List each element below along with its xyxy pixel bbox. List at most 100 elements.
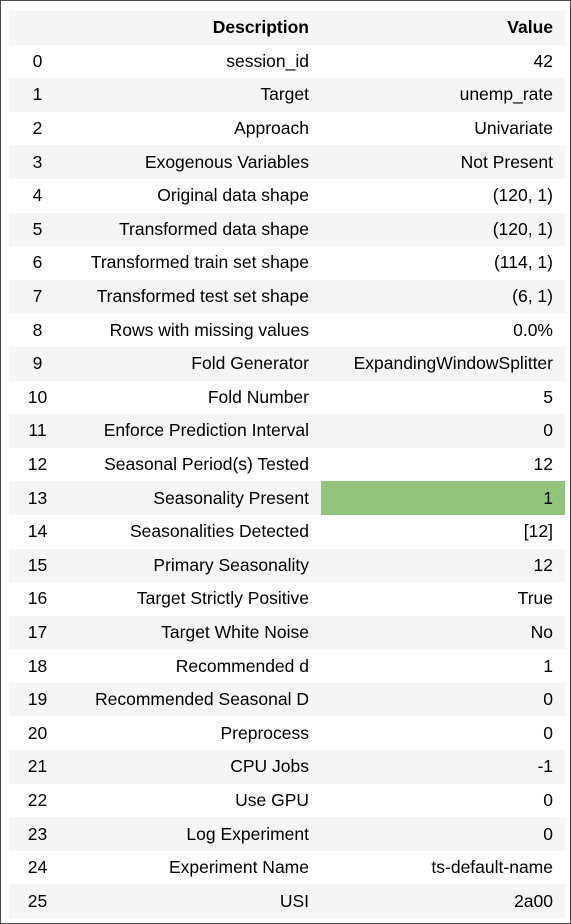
row-index: 13 [27, 487, 48, 508]
row-description: Recommended Seasonal D [94, 689, 309, 710]
table-row: 10 Fold Number 5 [9, 380, 565, 415]
row-description: Approach [234, 118, 309, 139]
row-index: 1 [32, 84, 43, 105]
row-value: -1 [537, 756, 553, 777]
table-row: 14 Seasonalities Detected [12] [9, 514, 565, 549]
row-index: 2 [32, 118, 43, 139]
table-row: 4 Original data shape (120, 1) [9, 178, 565, 213]
row-index: 9 [32, 353, 43, 374]
header-row: Description Value [9, 11, 565, 45]
row-description: Enforce Prediction Interval [103, 420, 309, 441]
row-description: Target White Noise [161, 621, 309, 642]
row-index: 6 [32, 252, 43, 273]
row-value: 2a00 [514, 890, 553, 911]
row-description: session_id [226, 50, 309, 71]
row-value: 0 [543, 722, 553, 743]
table-row: 6 Transformed train set shape (114, 1) [9, 246, 565, 280]
row-description: Transformed test set shape [96, 286, 309, 307]
row-value: 1 [543, 655, 553, 676]
row-index: 0 [32, 50, 43, 71]
table-row: 7 Transformed test set shape (6, 1) [9, 279, 565, 314]
row-value: 0 [543, 823, 553, 844]
row-description: Fold Number [207, 386, 309, 407]
row-description: Use GPU [235, 789, 309, 810]
table-row: 5 Transformed data shape (120, 1) [9, 212, 565, 247]
table-row: 19 Recommended Seasonal D 0 [9, 682, 565, 717]
description-column-header: Description [212, 17, 309, 38]
row-value: 5 [543, 386, 553, 407]
index-column-header [9, 11, 66, 45]
setup-summary-table: Description Value 0 session_id 42 1 Target un… [9, 11, 565, 919]
row-value: unemp_rate [459, 84, 553, 105]
table-row: 25 USI 2a00 [9, 884, 565, 919]
row-value: (6, 1) [512, 286, 553, 307]
row-index: 11 [28, 420, 47, 441]
row-value: 12 [533, 454, 553, 475]
row-value: 42 [533, 50, 553, 71]
row-description: USI [279, 890, 309, 911]
row-description: Fold Generator [191, 353, 309, 374]
row-index: 4 [32, 185, 43, 206]
row-value: 0 [543, 420, 553, 441]
row-index: 23 [27, 823, 48, 844]
table-row: 1 Target unemp_rate [9, 78, 565, 112]
value-column-header: Value [507, 17, 553, 38]
row-value: 0 [543, 689, 553, 710]
row-description: Transformed data shape [118, 218, 309, 239]
row-description: Transformed train set shape [90, 252, 309, 273]
row-value: 1 [321, 481, 565, 515]
table-header: Description Value [9, 11, 565, 45]
table-row: 15 Primary Seasonality 12 [9, 548, 565, 583]
row-description: Target [260, 84, 309, 105]
row-description: Preprocess [220, 722, 309, 743]
row-index: 18 [27, 655, 48, 676]
row-value: [12] [523, 521, 553, 542]
row-value: ts-default-name [431, 857, 553, 878]
row-description: Seasonal Period(s) Tested [104, 454, 309, 475]
row-value: 0.0% [513, 319, 553, 340]
row-description: Exogenous Variables [144, 151, 309, 172]
table-row: 8 Rows with missing values 0.0% [9, 313, 565, 347]
table-row: 2 Approach Univariate [9, 111, 565, 146]
row-value: 12 [533, 554, 553, 575]
row-value: (120, 1) [492, 218, 553, 239]
row-index: 21 [27, 756, 48, 777]
table-body: 0 session_id 42 1 Target unemp_rate 2 Approach U… [9, 44, 565, 919]
row-index: 7 [32, 286, 43, 307]
table-row: 16 Target Strictly Positive True [9, 582, 565, 616]
table-row: 23 Log Experiment 0 [9, 817, 565, 851]
row-index: 20 [27, 722, 48, 743]
row-value: Not Present [460, 151, 553, 172]
table-row: 17 Target White Noise No [9, 615, 565, 650]
row-value: (120, 1) [492, 185, 553, 206]
table-row: 20 Preprocess 0 [9, 716, 565, 751]
row-index: 17 [27, 621, 48, 642]
table-row: 9 Fold Generator ExpandingWindowSplitter [9, 346, 565, 381]
row-description: Rows with missing values [109, 319, 309, 340]
row-index: 15 [27, 554, 48, 575]
row-index: 10 [27, 386, 48, 407]
row-value: No [530, 621, 553, 642]
row-description: Seasonalities Detected [130, 521, 309, 542]
table-row: 0 session_id 42 [9, 44, 565, 79]
row-index: 8 [32, 319, 43, 340]
row-index: 14 [27, 521, 48, 542]
table-row: 18 Recommended d 1 [9, 649, 565, 683]
table-row: 24 Experiment Name ts-default-name [9, 850, 565, 885]
row-value: (114, 1) [493, 252, 553, 273]
row-value: 0 [543, 789, 553, 810]
row-description: Original data shape [157, 185, 309, 206]
row-description: Primary Seasonality [153, 554, 309, 575]
row-description: Seasonality Present [153, 487, 309, 508]
row-index: 19 [27, 689, 48, 710]
table-row: 12 Seasonal Period(s) Tested 12 [9, 447, 565, 482]
row-description: Target Strictly Positive [136, 588, 309, 609]
table-row: 13 Seasonality Present 1 [9, 481, 565, 515]
table-row: 21 CPU Jobs -1 [9, 750, 565, 784]
row-value: Univariate [474, 118, 553, 139]
row-index: 25 [27, 890, 48, 911]
row-description: Recommended d [175, 655, 309, 676]
table-row: 3 Exogenous Variables Not Present [9, 145, 565, 179]
row-description: CPU Jobs [230, 756, 309, 777]
